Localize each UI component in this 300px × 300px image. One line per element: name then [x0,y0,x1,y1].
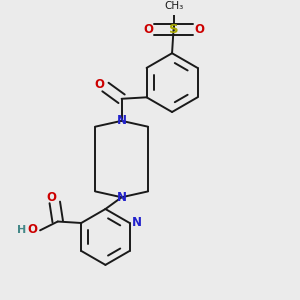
Text: O: O [94,78,105,91]
Text: O: O [27,223,37,236]
Text: N: N [117,191,127,204]
Text: CH₃: CH₃ [164,1,183,11]
Text: H: H [17,225,26,235]
Text: N: N [117,114,127,127]
Text: O: O [194,23,204,36]
Text: S: S [169,23,178,36]
Text: N: N [132,217,142,230]
Text: O: O [47,190,57,204]
Text: O: O [143,23,153,36]
